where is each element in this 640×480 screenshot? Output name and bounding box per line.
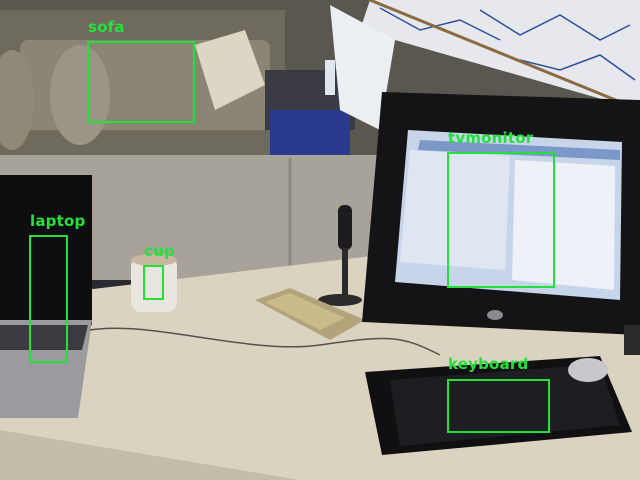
detection-box-laptop	[29, 235, 68, 363]
detection-label-tvmonitor: tvmonitor	[448, 129, 534, 147]
microphone	[338, 205, 352, 250]
bottle	[325, 60, 335, 95]
detection-label-sofa: sofa	[88, 18, 125, 36]
detection-label-keyboard: keyboard	[448, 355, 529, 373]
detection-box-tvmonitor	[447, 152, 555, 288]
detection-box-cup	[143, 265, 164, 300]
cup-shape	[131, 256, 177, 312]
cushion	[195, 30, 265, 110]
blue-cloth	[270, 110, 350, 160]
detection-label-cup: cup	[144, 242, 175, 260]
detection-box-sofa	[87, 41, 195, 123]
detection-label-laptop: laptop	[30, 212, 86, 230]
sofa-armrest-left	[50, 45, 110, 145]
papers	[330, 5, 395, 130]
laptop-shape	[0, 175, 92, 325]
detection-box-keyboard	[447, 379, 550, 433]
